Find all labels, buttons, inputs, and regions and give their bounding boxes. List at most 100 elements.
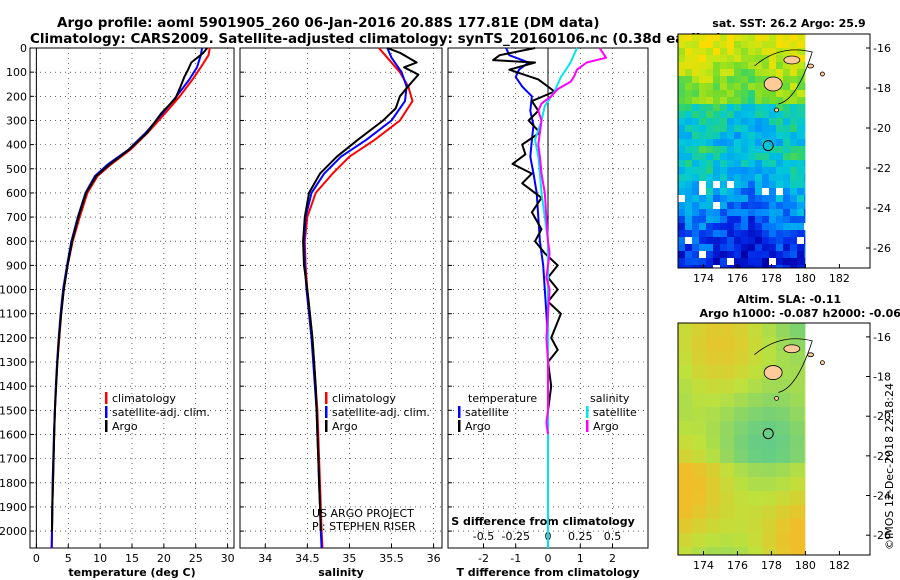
legend-label: satellite	[465, 406, 509, 419]
lon-tick-label: 178	[761, 559, 782, 572]
lat-tick-label: -16	[873, 42, 891, 55]
lat-tick-label: -16	[873, 331, 891, 344]
x-tick-label: 35.5	[379, 552, 404, 565]
y-tick-label: 2000	[0, 525, 27, 538]
lon-tick-label: 174	[693, 559, 714, 572]
lon-tick-label: 176	[727, 272, 748, 285]
map-frame	[677, 33, 871, 269]
no-data-area	[805, 34, 870, 268]
x-tick-label: 0	[545, 552, 552, 565]
series-line-temperature-argo	[492, 47, 562, 532]
series-line-climatology	[50, 47, 211, 549]
x-axis-label: salinity	[318, 566, 364, 579]
sla-field-cells	[678, 323, 806, 555]
salinity-panel: 34 34.5 35 35.5 36 salinity climatologysatelli…	[239, 47, 443, 579]
y-tick-label: 1200	[0, 332, 27, 345]
legend-label: satellite	[593, 406, 637, 419]
y-tick-label: 0	[20, 42, 27, 55]
figure-title-line1: Argo profile: aoml 5901905_260 06-Jan-20…	[57, 15, 600, 31]
lon-tick-label: 180	[795, 559, 816, 572]
lon-tick-label: 176	[727, 559, 748, 572]
top-tick-label: -0.5	[473, 530, 494, 543]
lon-tick-label: 178	[761, 272, 782, 285]
series-line-satellite-adj-clim	[50, 47, 204, 549]
lat-tick-label: -26	[873, 242, 891, 255]
top-tick-label: 0.25	[568, 530, 593, 543]
legend-label: Argo	[112, 420, 138, 433]
lat-tick-label: -24	[873, 202, 891, 215]
legend-marker	[105, 406, 108, 418]
legend-marker	[325, 392, 328, 404]
x-tick-label: 15	[125, 552, 139, 565]
y-tick-label: 1700	[0, 453, 27, 466]
lon-tick-label: 182	[829, 559, 850, 572]
lat-tick-label: -18	[873, 371, 891, 384]
x-tick-label: 34	[258, 552, 272, 565]
legend-label: climatology	[112, 392, 176, 405]
lon-tick-label: 182	[829, 272, 850, 285]
series-line-argo	[302, 47, 420, 532]
lat-tick-label: -26	[873, 529, 891, 542]
legend-marker	[325, 406, 328, 418]
x-axis-label: temperature (deg C)	[68, 566, 195, 579]
x-tick-label: -1	[510, 552, 521, 565]
y-tick-label: 1800	[0, 477, 27, 490]
legend-label: satellite-adj. clim.	[332, 406, 430, 419]
temperature-panel: 0100200300400500600700800900100011001200…	[0, 42, 235, 579]
profile-location-marker	[762, 140, 774, 152]
lon-tick-label: 174	[693, 272, 714, 285]
y-tick-label: 700	[6, 211, 27, 224]
figure-title-line2: Climatology: CARS2009. Satellite-adjuste…	[30, 31, 722, 47]
map-subtitle: Argo h1000: -0.087 h2000: -0.066	[699, 307, 900, 320]
y-tick-label: 300	[6, 114, 27, 127]
y-tick-label: 100	[6, 66, 27, 79]
lat-tick-label: -22	[873, 162, 891, 175]
lat-tick-label: -22	[873, 450, 891, 463]
x-tick-label: 10	[93, 552, 107, 565]
credit-pi: PI: STEPHEN RISER	[312, 520, 416, 533]
x-tick-label: 2	[609, 552, 616, 565]
y-tick-label: 400	[6, 139, 27, 152]
no-data-area	[805, 323, 870, 555]
legend-title: salinity	[590, 392, 630, 405]
y-tick-label: 200	[6, 90, 27, 103]
legend-title: temperature	[468, 392, 537, 405]
sst-map-panel: -16 -18 -20 -22 -24 -26 174 176 178 180 182 sat. SS…	[677, 17, 891, 285]
legend-label: Argo	[465, 420, 491, 433]
y-tick-label: 1500	[0, 404, 27, 417]
y-tick-label: 1000	[0, 284, 27, 297]
sst-field-cells	[678, 34, 806, 268]
legend-marker	[586, 420, 589, 432]
legend-marker	[105, 420, 108, 432]
legend-marker	[105, 392, 108, 404]
x-tick-label: 1	[577, 552, 584, 565]
lon-tick-label: 180	[795, 272, 816, 285]
series-line-salinity-argo	[537, 47, 608, 435]
legend-label: Argo	[593, 420, 619, 433]
x-tick-label: 5	[65, 552, 72, 565]
y-tick-label: 1900	[0, 501, 27, 514]
y-tick-label: 900	[6, 259, 27, 272]
lat-tick-label: -20	[873, 122, 891, 135]
legend-label: climatology	[332, 392, 396, 405]
x-tick-label: -2	[478, 552, 489, 565]
y-tick-label: 1100	[0, 308, 27, 321]
top-tick-label: 0.5	[604, 530, 622, 543]
lat-tick-label: -24	[873, 490, 891, 503]
y-tick-label: 500	[6, 163, 27, 176]
plot-frame	[239, 47, 443, 549]
legend-marker	[458, 420, 461, 432]
y-tick-label: 600	[6, 187, 27, 200]
imos-timestamp: ©IMOS 12-Dec-2018 22:18:24	[883, 383, 896, 550]
map-title: sat. SST: 26.2 Argo: 25.9	[712, 17, 865, 30]
profile-location-marker	[762, 428, 774, 440]
credit-project: US ARGO PROJECT	[312, 507, 414, 520]
y-tick-label: 1600	[0, 428, 27, 441]
x-tick-label: 30	[221, 552, 235, 565]
legend-marker	[586, 406, 589, 418]
x-tick-label: 35	[342, 552, 356, 565]
top-axis-label: S difference from climatology	[451, 515, 635, 528]
top-tick-label: -0.25	[502, 530, 530, 543]
